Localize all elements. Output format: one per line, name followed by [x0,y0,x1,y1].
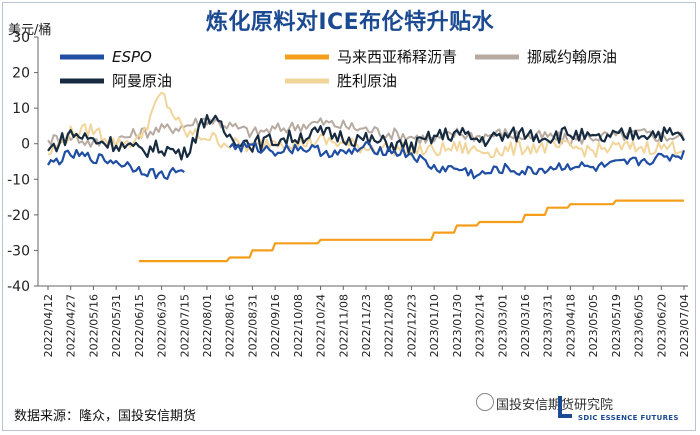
y-tick-label: -40 [7,279,30,295]
series-line-ESPO [47,141,686,180]
y-tick-label: -10 [7,172,30,188]
y-tick-label: 10 [12,101,30,117]
x-tick-label: 2023/05/19 [610,294,623,357]
x-tick-label: 2023/05/05 [587,294,600,357]
x-tick-label: 2022/04/12 [42,294,55,357]
x-tick-label: 2022/11/08 [337,294,350,357]
company-logo-icon [558,396,572,418]
x-tick-label: 2022/08/01 [201,294,214,357]
y-axis-unit: 美元/桶 [8,23,52,38]
x-tick-label: 2023/02/14 [474,294,487,357]
legend-label-ESPO: ESPO [112,48,152,66]
x-tick-label: 2023/03/31 [542,294,555,357]
legend-label-norway: 挪威约翰原油 [527,48,617,66]
data-source: 数据来源：隆众，国投安信期货 [14,409,197,424]
x-tick-label: 2022/11/23 [360,294,373,357]
y-tick-label: 30 [12,30,30,46]
x-tick-label: 2022/08/16 [224,294,237,357]
legend-label-malaysia: 马来西亚稀释沥青 [337,48,457,66]
chart-title: 炼化原料对ICE布伦特升贴水 [205,10,495,35]
x-tick-label: 2022/07/15 [178,294,191,357]
y-tick-label: 0 [21,137,30,153]
x-tick-label: 2023/06/20 [655,294,668,357]
x-tick-label: 2023/06/05 [633,294,646,357]
y-tick-label: -20 [7,208,30,224]
wechat-icon [476,393,494,411]
logo-text: SDIC ESSENCE FUTURES [578,414,679,422]
watermark-text: 国投安信期货研究院 [496,398,614,413]
axes: 30 20 10 0 -10 -20 -30 -40 2022/04/12 2022/04/27 2… [7,30,691,357]
y-tick-label: -30 [7,243,30,259]
x-tick-label: 2022/09/16 [269,294,282,357]
x-tick-label: 2022/06/15 [133,294,146,357]
x-tick-label: 2022/12/08 [383,294,396,357]
legend-label-shengli: 胜利原油 [337,72,397,90]
x-tick-label: 2023/04/18 [564,294,577,357]
x-tick-label: 2022/10/08 [292,294,305,357]
series-line-shengli [47,91,685,159]
x-tick-label: 2022/12/23 [405,294,418,357]
x-tick-label: 2022/05/31 [110,294,123,357]
legend-label-oman: 阿曼原油 [112,72,172,90]
x-tick-label: 2023/01/10 [428,294,441,357]
series-line-malaysia [138,199,684,263]
x-tick-label: 2022/04/27 [65,294,78,357]
x-tick-label: 2022/08/31 [246,294,259,357]
x-tick-label: 2022/05/16 [87,294,100,357]
x-tick-label: 2023/03/16 [519,294,532,357]
x-tick-label: 2023/01/30 [451,294,464,357]
series-line-oman [47,114,685,161]
x-tick-label: 2023/03/01 [496,294,509,357]
y-tick-label: 20 [12,66,30,82]
x-tick-label: 2022/06/30 [156,294,169,357]
plot-area [47,91,686,263]
x-tick-label: 2022/10/24 [315,294,328,357]
chart-frame [2,2,696,431]
x-tick-label: 2023/07/04 [678,294,691,357]
